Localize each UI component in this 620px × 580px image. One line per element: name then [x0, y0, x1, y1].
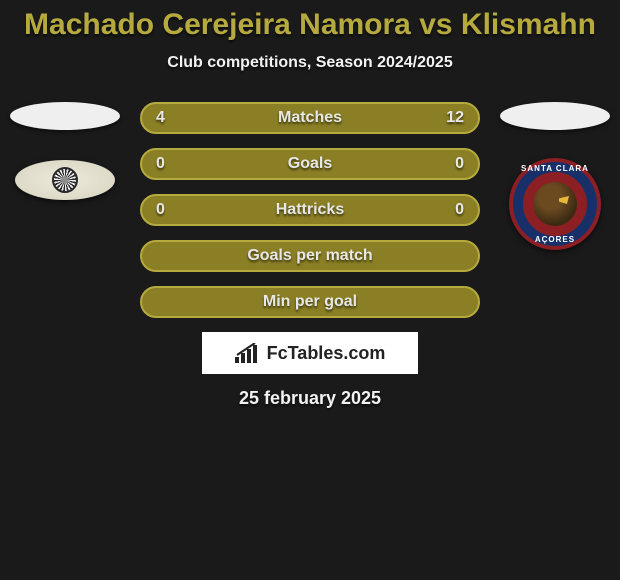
subtitle: Club competitions, Season 2024/2025 [0, 54, 620, 72]
left-club-badge-inner [52, 167, 78, 193]
bars-icon [235, 343, 261, 363]
right-club-badge-top-text: SANTA CLARA [509, 164, 601, 173]
stat-right-value: 0 [440, 155, 464, 173]
stat-row-hattricks: 0 Hattricks 0 [140, 194, 480, 226]
stat-right-value: 12 [440, 109, 464, 127]
stat-label: Min per goal [180, 293, 440, 311]
left-club-column [0, 102, 130, 200]
stat-label: Goals [180, 155, 440, 173]
page-title: Machado Cerejeira Namora vs Klismahn [0, 0, 620, 42]
left-player-placeholder [10, 102, 120, 130]
branding-text: FcTables.com [267, 343, 386, 364]
branding-bar: FcTables.com [202, 332, 418, 374]
stat-row-goals-per-match: Goals per match [140, 240, 480, 272]
left-club-badge [15, 160, 115, 200]
eagle-icon [533, 182, 577, 226]
stats-area: SANTA CLARA AÇORES 4 Matches 12 0 Goals … [0, 102, 620, 409]
stat-row-goals: 0 Goals 0 [140, 148, 480, 180]
stat-right-value: 0 [440, 201, 464, 219]
stat-label: Hattricks [180, 201, 440, 219]
stat-label: Goals per match [180, 247, 440, 265]
stat-left-value: 0 [156, 201, 180, 219]
stat-left-value: 4 [156, 109, 180, 127]
right-club-badge-bottom-text: AÇORES [509, 235, 601, 244]
stat-left-value: 0 [156, 155, 180, 173]
date-text: 25 february 2025 [0, 388, 620, 409]
stats-rows: 4 Matches 12 0 Goals 0 0 Hattricks 0 Goa… [140, 102, 480, 318]
right-club-badge: SANTA CLARA AÇORES [509, 158, 601, 250]
stat-label: Matches [180, 109, 440, 127]
right-player-placeholder [500, 102, 610, 130]
stat-row-matches: 4 Matches 12 [140, 102, 480, 134]
right-club-column: SANTA CLARA AÇORES [490, 102, 620, 250]
stat-row-min-per-goal: Min per goal [140, 286, 480, 318]
